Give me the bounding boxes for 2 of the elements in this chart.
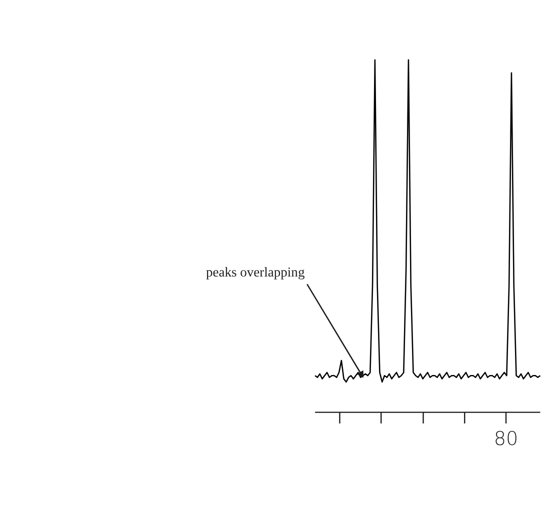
text: 80 bbox=[494, 426, 518, 450]
text: peaks overlapping bbox=[206, 264, 305, 280]
